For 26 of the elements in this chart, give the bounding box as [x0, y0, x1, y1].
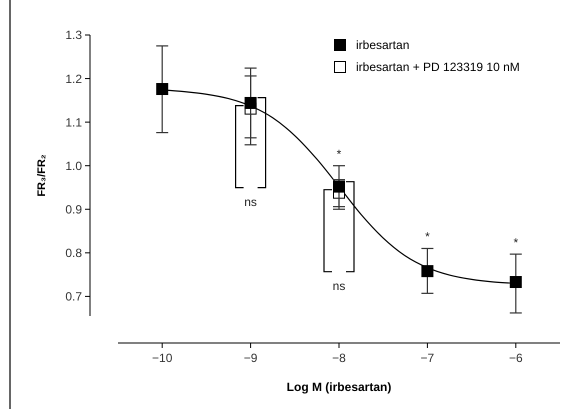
y-tick-label: 1.1 [65, 115, 82, 130]
y-axis-title: FR₃/FR₂ [36, 154, 48, 197]
legend-label: irbesartan [356, 38, 410, 52]
point [510, 276, 522, 288]
y-tick-label: 0.7 [65, 290, 82, 304]
x-tick-label: −9 [244, 351, 258, 365]
y-tick-label: 1.3 [65, 28, 82, 42]
x-tick-label: −8 [332, 351, 346, 365]
y-tick-label: 1.2 [65, 72, 82, 86]
point [333, 180, 345, 193]
point [156, 83, 168, 96]
x-tick-label: −7 [420, 351, 435, 365]
x-tick-label: −10 [152, 351, 173, 365]
x-tick-label: −6 [508, 351, 523, 365]
annotation: * [336, 146, 342, 161]
x-axis-title: Log M (irbesartan) [286, 380, 392, 394]
legend-label: irbesartan + PD 123319 10 nM [356, 60, 520, 74]
annotation: ns [244, 194, 257, 209]
annotation: * [513, 235, 518, 250]
annotation: * [425, 230, 430, 244]
point [244, 96, 257, 109]
point [421, 265, 434, 278]
annotation: ns [332, 278, 346, 293]
y-tick-label: 0.8 [65, 246, 82, 260]
y-tick-label: 1.0 [65, 158, 82, 173]
y-tick-label: 0.9 [65, 202, 82, 216]
